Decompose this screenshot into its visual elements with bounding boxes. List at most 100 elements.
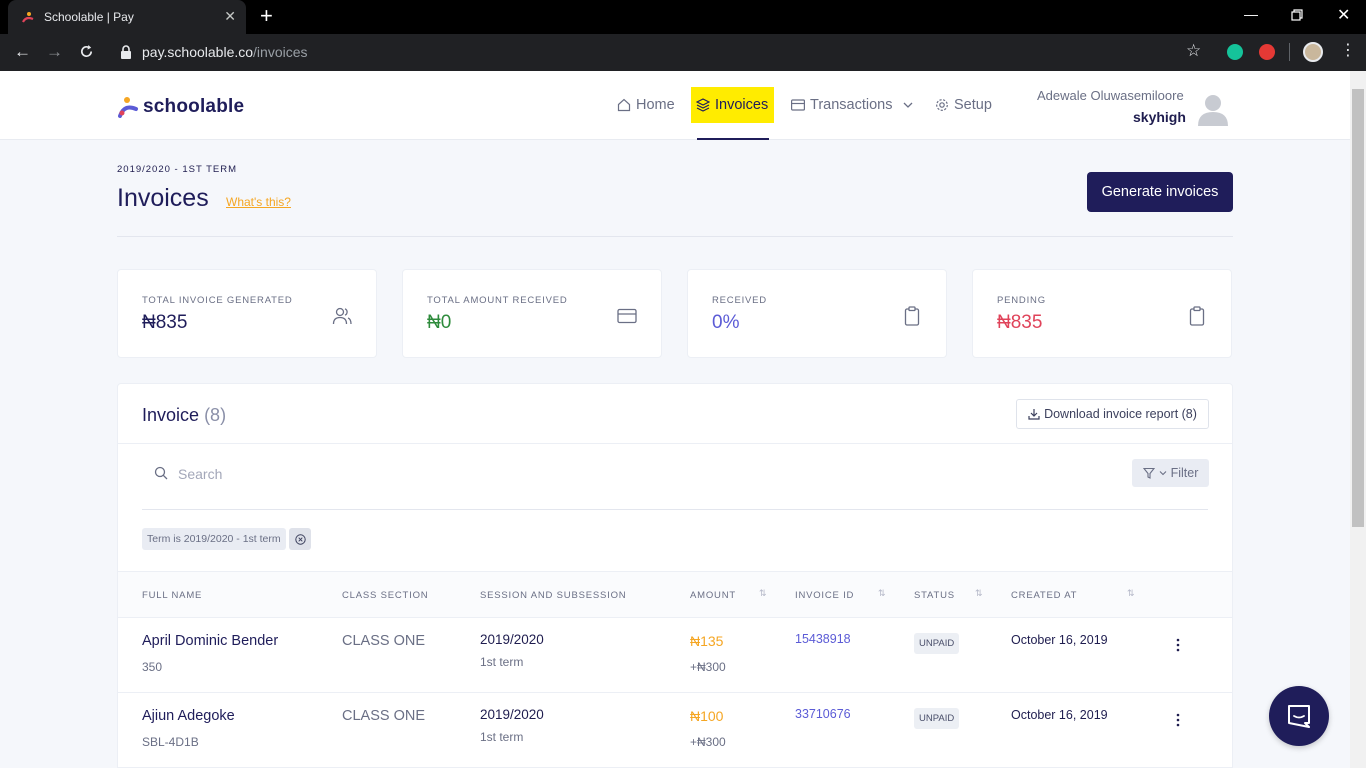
student-id: 350 bbox=[142, 660, 163, 674]
filter-button-label: Filter bbox=[1170, 466, 1199, 480]
header-class-section[interactable]: CLASS SECTION bbox=[342, 590, 429, 601]
stat-card-pending: PENDING ₦835 bbox=[972, 269, 1232, 358]
browser-menu-icon[interactable]: ⋮ bbox=[1340, 42, 1356, 59]
grammarly-extension-icon[interactable] bbox=[1227, 44, 1243, 60]
invoice-id-link[interactable]: 33710676 bbox=[795, 707, 851, 721]
amount-extra: +₦300 bbox=[690, 735, 726, 749]
stat-value: 0% bbox=[712, 312, 740, 333]
header-session[interactable]: SESSION AND SUBSESSION bbox=[480, 590, 627, 601]
address-bar[interactable]: pay.schoolable.co/invoices bbox=[142, 44, 308, 60]
browser-toolbar: ← → pay.schoolable.co/invoices ☆ ⋮ bbox=[0, 34, 1366, 71]
nav-invoices[interactable]: Invoices bbox=[691, 87, 774, 123]
bookmark-star-icon[interactable]: ☆ bbox=[1186, 41, 1202, 60]
more-vertical-icon[interactable] bbox=[1175, 713, 1181, 727]
invoice-panel: Invoice (8) Download invoice report (8) … bbox=[117, 383, 1233, 768]
sort-icon[interactable]: ⇅ bbox=[975, 588, 983, 598]
header-full-name[interactable]: FULL NAME bbox=[142, 590, 203, 601]
invoice-panel-title: Invoice (8) bbox=[142, 405, 226, 426]
session: 2019/2020 bbox=[480, 707, 544, 722]
user-avatar[interactable] bbox=[1197, 92, 1229, 126]
forward-icon[interactable]: → bbox=[46, 42, 63, 61]
class-section: CLASS ONE bbox=[342, 708, 425, 724]
amount: ₦100 bbox=[690, 708, 724, 724]
new-tab-icon[interactable]: + bbox=[260, 3, 273, 28]
sort-icon[interactable]: ⇅ bbox=[1127, 588, 1135, 598]
nav-transactions[interactable]: Transactions bbox=[786, 87, 918, 123]
student-name[interactable]: April Dominic Bender bbox=[142, 633, 279, 649]
close-window-icon[interactable]: ✕ bbox=[1337, 7, 1351, 24]
reload-icon[interactable] bbox=[79, 44, 94, 59]
stat-label: PENDING bbox=[997, 295, 1046, 306]
invoice-id-link[interactable]: 15438918 bbox=[795, 632, 851, 646]
page-title: Invoices bbox=[117, 184, 209, 212]
scrollbar-thumb[interactable] bbox=[1352, 89, 1364, 527]
stat-label: TOTAL INVOICE GENERATED bbox=[142, 295, 293, 306]
back-icon[interactable]: ← bbox=[14, 42, 31, 61]
users-icon bbox=[332, 307, 352, 325]
whats-this-link[interactable]: What's this? bbox=[226, 195, 291, 209]
more-vertical-icon[interactable] bbox=[1175, 638, 1181, 652]
table-row[interactable]: Ajiun Adegoke SBL-4D1B CLASS ONE 2019/20… bbox=[118, 693, 1232, 768]
generate-invoices-button[interactable]: Generate invoices bbox=[1087, 172, 1233, 212]
minimize-icon[interactable]: — bbox=[1244, 6, 1258, 22]
brand-name: schoolable bbox=[143, 96, 245, 117]
schoolable-favicon-icon bbox=[22, 12, 34, 23]
close-circle-icon bbox=[294, 533, 306, 545]
amount-extra: +₦300 bbox=[690, 660, 726, 674]
class-section: CLASS ONE bbox=[342, 633, 425, 649]
header-invoice-id[interactable]: INVOICE ID bbox=[795, 590, 855, 601]
subsession: 1st term bbox=[480, 730, 524, 744]
download-icon bbox=[1028, 409, 1040, 420]
toolbar-divider bbox=[1289, 43, 1290, 61]
invoice-title-text: Invoice bbox=[142, 405, 200, 425]
stat-card-received-percent: RECEIVED 0% bbox=[687, 269, 947, 358]
table-row[interactable]: April Dominic Bender 350 CLASS ONE 2019/… bbox=[118, 618, 1232, 693]
lock-icon[interactable] bbox=[120, 45, 132, 59]
chat-launcher-button[interactable] bbox=[1269, 686, 1329, 746]
invoice-count: (8) bbox=[204, 405, 227, 425]
stat-label: RECEIVED bbox=[712, 295, 767, 306]
home-icon bbox=[617, 98, 631, 112]
nav-setup-label: Setup bbox=[954, 97, 992, 113]
chevron-down-icon bbox=[1159, 471, 1166, 476]
schoolable-logo-icon bbox=[118, 97, 138, 118]
stat-value: ₦0 bbox=[427, 312, 452, 333]
credit-card-icon bbox=[791, 99, 805, 111]
remove-filter-button[interactable] bbox=[289, 528, 311, 550]
school-name: skyhigh bbox=[1133, 109, 1186, 125]
nav-setup[interactable]: Setup bbox=[930, 87, 997, 123]
browser-tab[interactable]: Schoolable | Pay ✕ bbox=[8, 0, 246, 34]
close-tab-icon[interactable]: ✕ bbox=[224, 8, 236, 24]
profile-avatar-icon[interactable] bbox=[1303, 42, 1323, 62]
filter-chip: Term is 2019/2020 - 1st term bbox=[142, 528, 286, 550]
url-host: pay.schoolable.co bbox=[142, 44, 254, 60]
filter-button[interactable]: Filter bbox=[1132, 459, 1209, 487]
tab-title: Schoolable | Pay bbox=[44, 10, 134, 24]
student-id: SBL-4D1B bbox=[142, 735, 199, 749]
search-input[interactable] bbox=[178, 462, 678, 486]
app-header: schoolable Home Invoices Transactions Se… bbox=[0, 71, 1350, 140]
chevron-down-icon bbox=[904, 102, 913, 108]
page-scrollbar[interactable] bbox=[1350, 71, 1366, 768]
header-created-at[interactable]: CREATED AT bbox=[1011, 590, 1078, 601]
nav-active-indicator bbox=[697, 138, 769, 140]
term-label: 2019/2020 - 1ST TERM bbox=[117, 164, 237, 175]
restore-icon[interactable] bbox=[1291, 9, 1303, 21]
created-at: October 16, 2019 bbox=[1011, 633, 1108, 647]
status-badge: UNPAID bbox=[914, 708, 960, 729]
download-invoice-report-button[interactable]: Download invoice report (8) bbox=[1016, 399, 1209, 429]
nav-invoices-label: Invoices bbox=[715, 97, 769, 113]
download-button-label: Download invoice report (8) bbox=[1044, 407, 1197, 421]
nav-home[interactable]: Home bbox=[612, 87, 680, 123]
sort-icon[interactable]: ⇅ bbox=[878, 588, 886, 598]
adblock-extension-icon[interactable] bbox=[1259, 44, 1275, 60]
student-name[interactable]: Ajiun Adegoke bbox=[142, 708, 235, 724]
search-divider bbox=[142, 509, 1208, 510]
stat-card-total-received: TOTAL AMOUNT RECEIVED ₦0 bbox=[402, 269, 662, 358]
sort-icon[interactable]: ⇅ bbox=[759, 588, 767, 598]
header-status[interactable]: STATUS bbox=[914, 590, 955, 601]
heading-divider bbox=[117, 236, 1233, 237]
status-badge: UNPAID bbox=[914, 633, 960, 654]
layers-icon bbox=[696, 98, 710, 112]
header-amount[interactable]: AMOUNT bbox=[690, 590, 736, 601]
